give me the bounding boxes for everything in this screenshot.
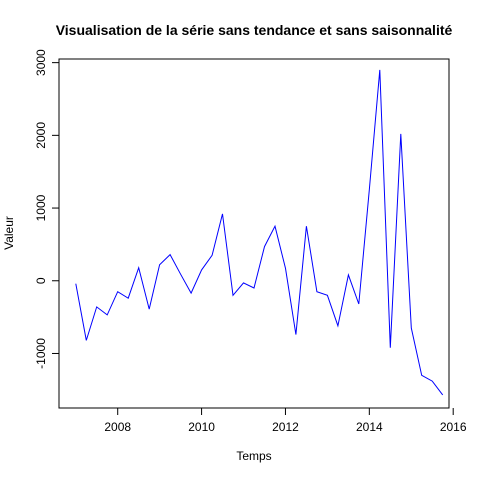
x-tick-label: 2008 bbox=[104, 420, 131, 434]
y-axis: -1000 0 1000 2000 3000 bbox=[34, 49, 59, 369]
y-tick-label: 2000 bbox=[34, 122, 48, 149]
x-tick-label: 2010 bbox=[188, 420, 215, 434]
x-tick-label: 2014 bbox=[356, 420, 383, 434]
x-tick-label: 2016 bbox=[440, 420, 467, 434]
y-tick-label: 1000 bbox=[34, 194, 48, 221]
y-axis-label: Valeur bbox=[2, 216, 16, 250]
series-line bbox=[75, 69, 444, 396]
x-axis: 2008 2010 2012 2014 2016 bbox=[104, 408, 467, 434]
x-tick-label: 2012 bbox=[272, 420, 299, 434]
plot-frame bbox=[58, 58, 450, 409]
series-layer bbox=[75, 69, 444, 396]
x-axis-label: Temps bbox=[236, 449, 271, 463]
y-tick-label: -1000 bbox=[34, 338, 48, 369]
y-tick-label: 0 bbox=[34, 277, 48, 284]
chart-title: Visualisation de la série sans tendance … bbox=[56, 22, 453, 38]
y-tick-label: 3000 bbox=[34, 49, 48, 76]
